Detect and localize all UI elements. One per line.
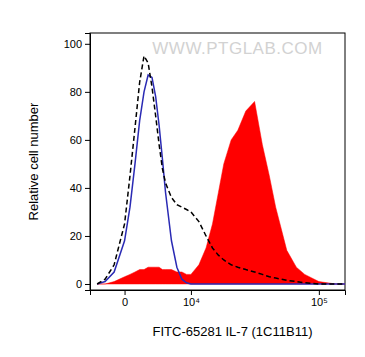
y-tick: 60: [70, 134, 90, 146]
x-tick-label: 10⁴: [183, 296, 200, 308]
x-tick: 0: [122, 290, 128, 308]
x-tick-mark: [191, 290, 192, 295]
watermark: WWW.PTGLAB.COM: [152, 39, 322, 58]
x-axis-title: FITC-65281 IL-7 (1C11B11): [153, 324, 313, 339]
y-tick-mark: [85, 140, 90, 141]
y-tick: 100: [64, 38, 90, 50]
x-tick-label: 10⁵: [311, 296, 328, 308]
y-tick-label: 0: [76, 278, 82, 290]
x-tick-label: 0: [122, 296, 128, 308]
y-tick-mark: [85, 188, 90, 189]
y-axis-line: [85, 34, 91, 291]
x-tick-mark: [319, 290, 320, 295]
y-tick-label: 40: [70, 182, 82, 194]
y-tick-label: 60: [70, 134, 82, 146]
plot-area: [97, 56, 345, 284]
y-tick-mark: [85, 92, 90, 93]
plot-frame: [90, 33, 345, 290]
y-tick-label: 100: [64, 38, 82, 50]
y-tick-mark: [85, 44, 90, 45]
y-tick-mark: [85, 284, 90, 285]
x-axis-line: [91, 291, 346, 296]
y-tick: 20: [70, 230, 90, 242]
y-tick: 40: [70, 182, 90, 194]
y-tick: 0: [76, 278, 90, 290]
y-tick: 80: [70, 86, 90, 98]
histogram-line: [97, 56, 345, 284]
histogram-line: [97, 75, 345, 284]
y-tick-mark: [85, 236, 90, 237]
x-tick: 10⁵: [311, 290, 328, 308]
x-tick: 10⁴: [183, 290, 200, 308]
x-axis: 0 10⁴ 10⁵: [91, 290, 346, 308]
y-axis-title: Relative cell number: [26, 102, 41, 220]
x-tick-mark: [125, 290, 126, 295]
y-axis: 0 20 40 60 80 100: [64, 34, 91, 291]
y-tick-label: 20: [70, 230, 82, 242]
chart: WWW.PTGLAB.COM 0 10⁴ 10⁵ 0 20 40 60 80 100 FITC-65…: [0, 0, 365, 357]
y-tick-label: 80: [70, 86, 82, 98]
